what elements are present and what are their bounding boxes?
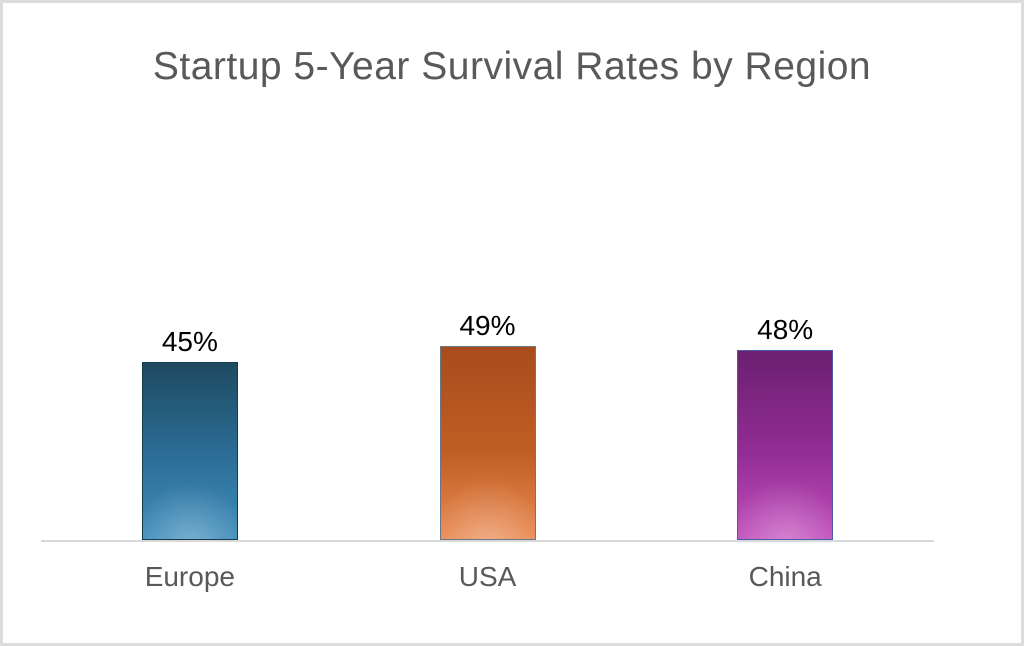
bar-slot-usa: 49% xyxy=(339,144,637,540)
category-label-china: China xyxy=(748,561,822,592)
bar-slot-china: 48% xyxy=(636,144,934,540)
x-axis-line xyxy=(41,540,934,542)
plot-area: 45% 49% 48% xyxy=(41,144,934,542)
usa-bar xyxy=(439,345,536,540)
europe-bar xyxy=(141,361,238,540)
bar-highlight xyxy=(440,346,535,539)
bar-slot-europe: 45% xyxy=(41,144,339,540)
data-label-china: 48% xyxy=(757,313,814,345)
category-label-europe: Europe xyxy=(144,561,235,592)
data-label-usa: 49% xyxy=(459,309,516,341)
chart-title: Startup 5-Year Survival Rates by Region xyxy=(152,45,872,88)
china-bar xyxy=(737,349,834,540)
category-axis: Europe USA China xyxy=(41,561,934,593)
bar-highlight xyxy=(738,350,833,539)
category-label-usa: USA xyxy=(458,561,517,592)
data-label-europe: 45% xyxy=(161,325,218,357)
bar-highlight xyxy=(142,362,237,539)
